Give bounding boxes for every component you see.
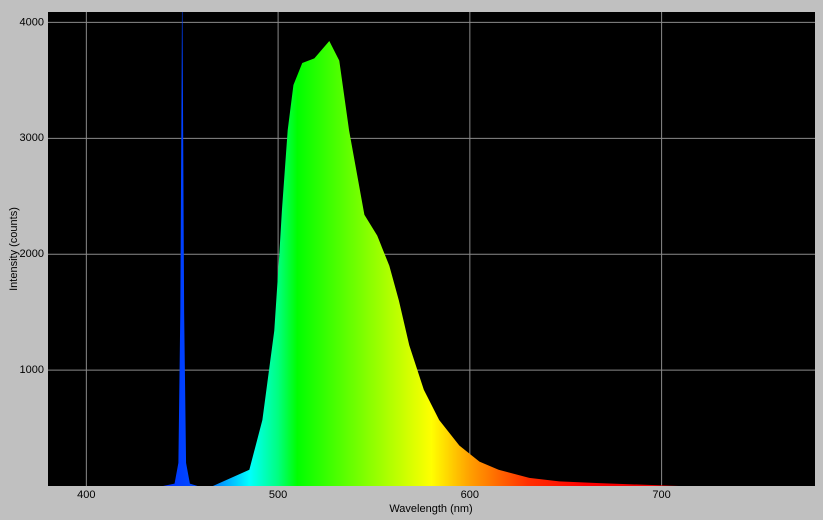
y-tick-label: 1000 [20, 364, 44, 376]
y-tick-label: 3000 [20, 132, 44, 144]
x-tick-label: 500 [269, 489, 287, 501]
x-axis-label: Wavelength (nm) [389, 503, 472, 515]
x-tick-label: 600 [461, 489, 479, 501]
y-tick-label: 4000 [20, 16, 44, 28]
y-tick-label: 2000 [20, 248, 44, 260]
x-tick-label: 700 [652, 489, 670, 501]
spectrum-area [163, 12, 679, 486]
x-tick-label: 400 [77, 489, 95, 501]
y-axis-label: Intensity (counts) [8, 207, 20, 291]
